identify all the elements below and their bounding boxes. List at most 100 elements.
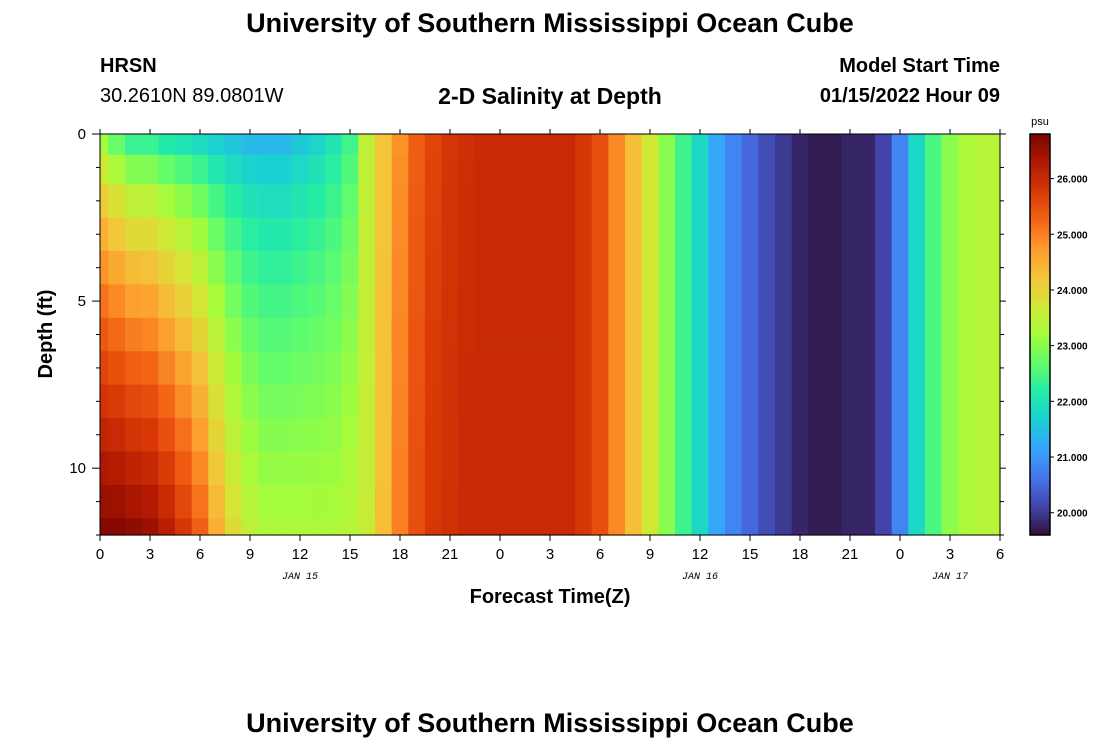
heatmap-cell (791, 317, 809, 352)
heatmap-cell (458, 134, 476, 156)
colorbar-segment (1030, 404, 1050, 409)
heatmap-cell (691, 134, 709, 156)
heatmap-cell (775, 384, 793, 419)
colorbar-segment (1030, 314, 1050, 319)
heatmap-cell (825, 134, 843, 156)
heatmap-cell (958, 451, 976, 486)
colorbar-segment (1030, 230, 1050, 235)
heatmap-cell (541, 418, 559, 453)
heatmap-cell (991, 418, 1001, 453)
heatmap-cell (641, 184, 659, 219)
heatmap-cell (958, 518, 976, 536)
heatmap-cell (808, 184, 826, 219)
colorbar-segment (1030, 414, 1050, 419)
heatmap-cell (525, 351, 543, 386)
heatmap-cell (375, 284, 393, 319)
heatmap-cell (841, 250, 859, 285)
heatmap-cell (408, 284, 426, 319)
colorbar-segment (1030, 484, 1050, 489)
heatmap-cell (341, 518, 359, 536)
heatmap-cell (925, 250, 943, 285)
heatmap-cell (658, 484, 676, 519)
heatmap-cell (941, 418, 959, 453)
heatmap-cell (975, 418, 993, 453)
heatmap-cell (175, 384, 193, 419)
heatmap-cell (191, 154, 209, 185)
heatmap-cell (358, 184, 376, 219)
heatmap-cell (325, 250, 343, 285)
colorbar-segment (1030, 531, 1050, 536)
colorbar-segment (1030, 174, 1050, 178)
x-tick-label: 18 (392, 546, 409, 563)
heatmap-cell (641, 351, 659, 386)
colorbar-segment (1030, 424, 1050, 429)
heatmap-cell (508, 217, 526, 252)
heatmap-cell (508, 384, 526, 419)
heatmap-cell (125, 184, 143, 219)
colorbar-segment (1030, 461, 1050, 466)
heatmap-cell (225, 250, 243, 285)
colorbar-segment (1030, 508, 1050, 513)
heatmap-cell (808, 154, 826, 185)
heatmap-cell (791, 384, 809, 419)
heatmap-cell (241, 518, 259, 536)
heatmap-cell (691, 484, 709, 519)
heatmap-cell (841, 317, 859, 352)
heatmap-cell (291, 351, 309, 386)
salinity-heatmap-chart: 0 3 6 9 12 15 18 21 0 3 6 9 12 15 18 21 0 3 6 JAN 15 JAN 16 J… (35, 116, 1088, 608)
heatmap-cell (308, 184, 326, 219)
heatmap-cell (891, 217, 909, 252)
heatmap-cell (225, 154, 243, 185)
heatmap-cell (291, 184, 309, 219)
heatmap-cell (808, 217, 826, 252)
heatmap-cell (341, 134, 359, 156)
heatmap-cell (225, 217, 243, 252)
heatmap-cell (941, 484, 959, 519)
heatmap-cell (508, 134, 526, 156)
heatmap-cell (258, 217, 276, 252)
heatmap-cell (625, 217, 643, 252)
heatmap-cell (791, 217, 809, 252)
heatmap-cell (525, 484, 543, 519)
colorbar-segment (1030, 498, 1050, 503)
heatmap-cell (375, 154, 393, 185)
colorbar-segment (1030, 524, 1050, 529)
heatmap-cell (258, 384, 276, 419)
heatmap-cell (100, 351, 109, 386)
heatmap-cell (858, 184, 876, 219)
heatmap-cell (741, 384, 759, 419)
y-tick-label: 10 (69, 460, 86, 477)
x-tick-label: 0 (496, 546, 504, 563)
colorbar-segment (1030, 441, 1050, 446)
heatmap-cell (758, 351, 776, 386)
heatmap-cell (525, 451, 543, 486)
heatmap-cell (758, 518, 776, 536)
heatmap-cell (858, 317, 876, 352)
heatmap-cell (391, 418, 409, 453)
heatmap-cell (991, 518, 1001, 536)
heatmap-cell (958, 484, 976, 519)
heatmap-cell (558, 484, 576, 519)
x-tick-label: 3 (146, 546, 154, 563)
heatmap-cell (175, 154, 193, 185)
heatmap-cell (558, 134, 576, 156)
heatmap-cell (675, 217, 693, 252)
model-start-value: 01/15/2022 Hour 09 (819, 85, 1000, 107)
heatmap-cell (141, 384, 159, 419)
heatmap-cell (591, 284, 609, 319)
heatmap-cell (141, 250, 159, 285)
heatmap-cell (558, 317, 576, 352)
heatmap-cell (425, 351, 443, 386)
colorbar-segment (1030, 428, 1050, 432)
heatmap-cell (858, 250, 876, 285)
heatmap-cell (441, 250, 459, 285)
heatmap-cell (125, 154, 143, 185)
heatmap-cell (308, 217, 326, 252)
heatmap-cell (475, 317, 493, 352)
heatmap-cell (241, 154, 259, 185)
heatmap-cell (458, 184, 476, 219)
heatmap-cell (375, 217, 393, 252)
heatmap-cell (875, 418, 893, 453)
heatmap-cell (725, 317, 743, 352)
heatmap-cell (975, 384, 993, 419)
